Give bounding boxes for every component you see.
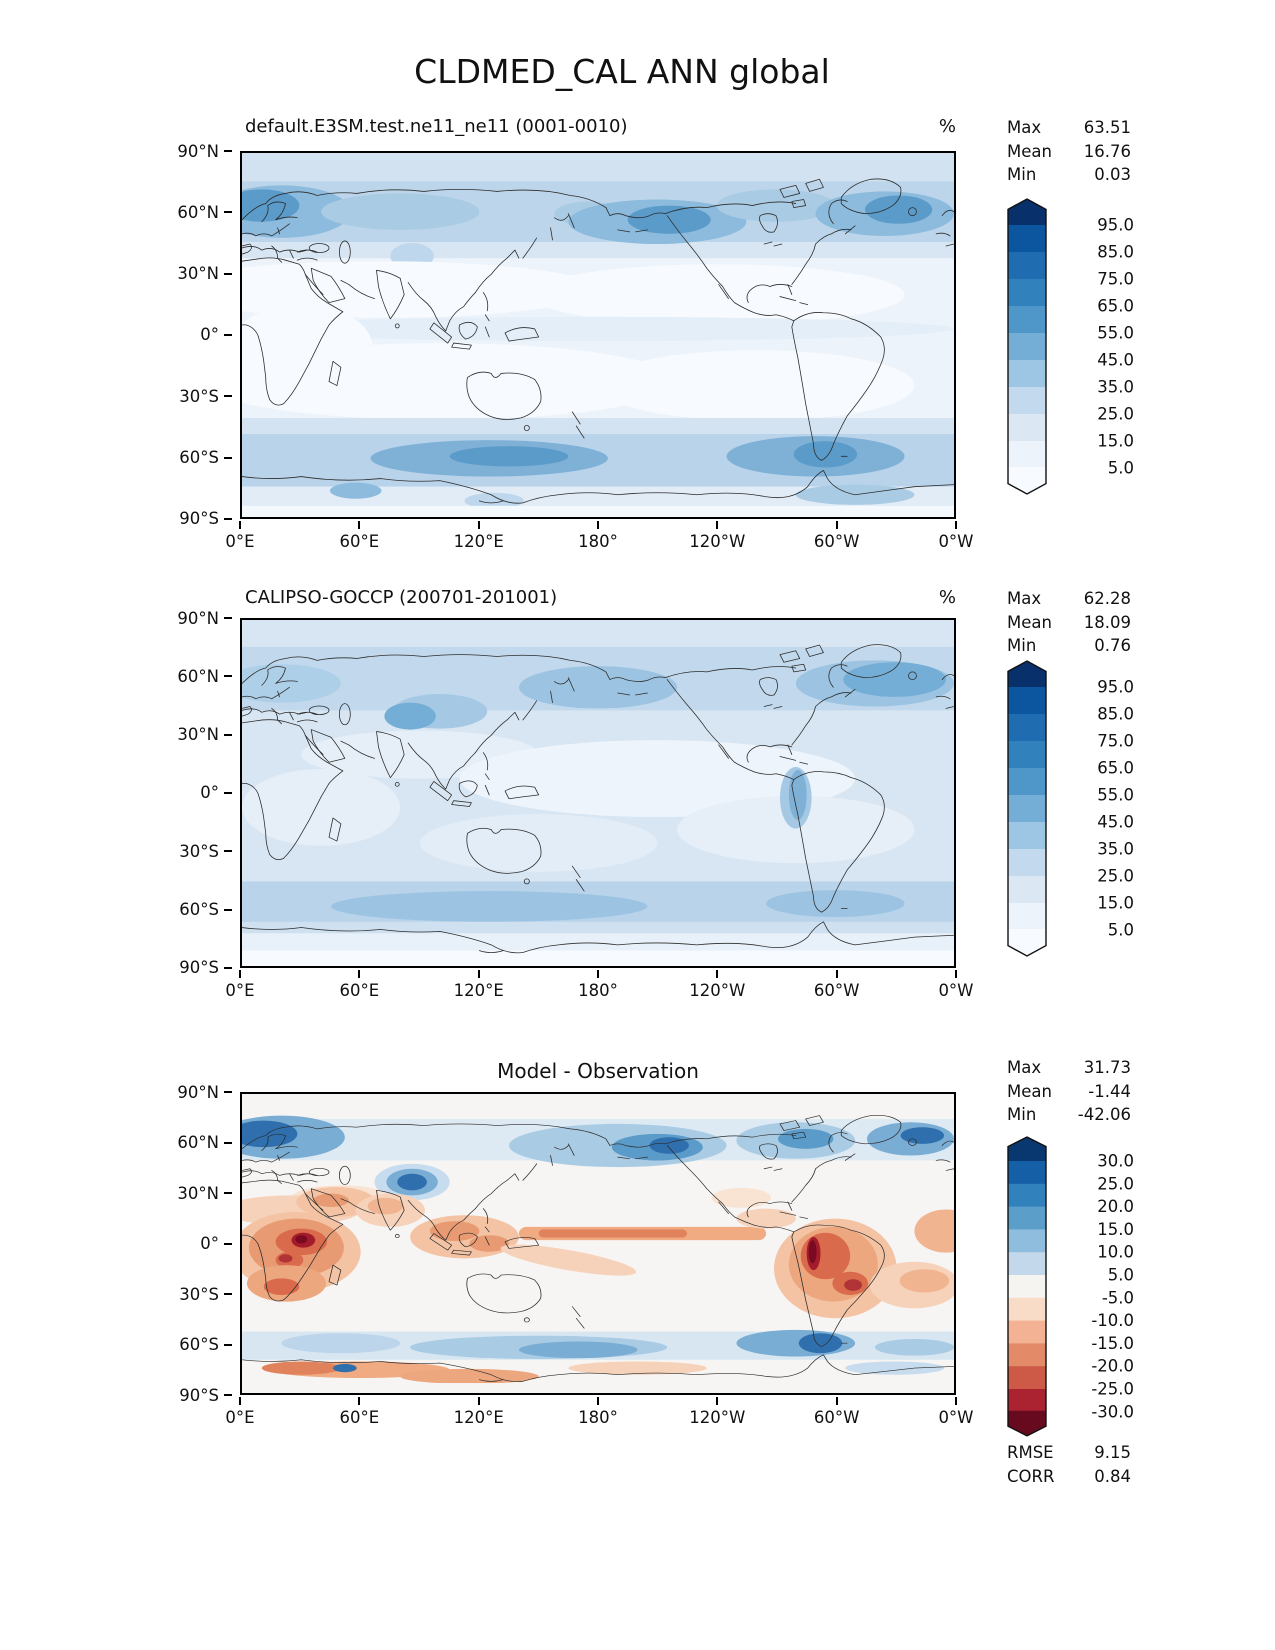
map-model-svg [242,153,954,517]
colorbar-tick-label: 20.0 [1097,1197,1134,1216]
panel1-stats: Max 63.51 Mean 16.76 Min 0.03 [1007,118,1131,186]
stat-label: Mean [1007,141,1052,161]
colorbar-tick-label: 30.0 [1097,1151,1134,1170]
colorbar-tick-label: 10.0 [1097,1243,1134,1262]
colorbar-tick-label: 5.0 [1108,921,1134,940]
panel3-y-axis: 90°N 60°N 30°N 0° 30°S 60°S 90°S [177,1082,219,1405]
colorbar-tick-label: 85.0 [1097,243,1134,262]
colorbar-tick-label: 35.0 [1097,840,1134,859]
colorbar-tick-label: 55.0 [1097,786,1134,805]
map-observation-svg [242,620,954,966]
colorbar-tick-label: 25.0 [1097,1174,1134,1193]
stat-value: 31.73 [1083,1058,1131,1077]
stat-value: 62.28 [1083,589,1131,608]
colorbar-tick-label: 25.0 [1097,867,1134,886]
stat-row: CORR 0.84 [1007,1467,1131,1488]
stat-label: RMSE [1007,1443,1054,1462]
colorbar-tick-label: 75.0 [1097,270,1134,289]
panel2-stats: Max 62.28 Mean 18.09 Min 0.76 [1007,589,1131,657]
colorbar-tick-label: 55.0 [1097,324,1134,343]
colorbar-tick-label: 5.0 [1108,459,1134,478]
colorbar-tick-label: 75.0 [1097,732,1134,751]
colorbar-tick-label: 95.0 [1097,216,1134,235]
stat-value: 9.15 [1094,1443,1131,1462]
panel1-colorbar: 95.0 85.0 75.0 65.0 55.0 45.0 35.0 25.0 15.0 5.0 [1007,197,1139,500]
stat-label: CORR [1007,1466,1055,1486]
panel3-colorbar: 30.0 25.0 20.0 15.0 10.0 5.0 -5.0 -10.0 -15.0 -20… [1007,1135,1139,1442]
panel2-units-label: % [938,587,956,608]
colorbar-tick-label: 15.0 [1097,432,1134,451]
panel2-title: CALIPSO-GOCCP (200701-201001) [245,587,558,608]
stat-row: Max 62.28 [1007,589,1131,610]
colorbar-tick-label: 45.0 [1097,813,1134,832]
colorbar-svg: 95.0 85.0 75.0 65.0 55.0 45.0 35.0 25.0 15.0 5.0 [1007,660,1134,957]
panel3-title: Model - Observation [497,1059,699,1083]
stat-value: 18.09 [1083,612,1131,632]
panel1-units-label: % [938,116,956,137]
stat-label: Max [1007,1058,1042,1077]
stat-row: Max 31.73 [1007,1058,1131,1079]
colorbar-tick-label: -10.0 [1091,1311,1134,1330]
stat-value: 0.84 [1094,1466,1131,1486]
colorbar-svg: 95.0 85.0 75.0 65.0 55.0 45.0 35.0 25.0 15.0 5.0 [1007,198,1134,495]
colorbar-tick-label: 5.0 [1108,1265,1134,1284]
stat-row: RMSE 9.15 [1007,1443,1131,1464]
stat-value: 0.03 [1094,165,1131,185]
map-model [240,151,956,519]
stat-label: Min [1007,1105,1037,1125]
colorbar-tick-label: 45.0 [1097,351,1134,370]
figure-title: CLDMED_CAL ANN global [414,52,830,91]
colorbar-tick-label: 15.0 [1097,894,1134,913]
colorbar-tick-label: -20.0 [1091,1357,1134,1376]
stat-label: Mean [1007,1081,1052,1101]
map-difference [240,1092,956,1395]
colorbar-tick-label: 65.0 [1097,759,1134,778]
stat-row: Min 0.03 [1007,165,1131,186]
stat-row: Min -42.06 [1007,1105,1131,1126]
stat-label: Max [1007,589,1042,608]
colorbar-tick-label: 85.0 [1097,705,1134,724]
stat-value: 63.51 [1083,118,1131,137]
panel1-y-axis: 90°N 60°N 30°N 0° 30°S 60°S 90°S [177,141,219,529]
stat-label: Min [1007,165,1037,185]
panel2-y-axis: 90°N 60°N 30°N 0° 30°S 60°S 90°S [177,608,219,978]
panel1-title: default.E3SM.test.ne11_ne11 (0001-0010) [245,116,628,137]
map-observation [240,618,956,968]
stat-row: Mean 18.09 [1007,613,1131,634]
stat-value: 0.76 [1094,636,1131,656]
stat-label: Max [1007,118,1042,137]
stat-label: Mean [1007,612,1052,632]
panel3-stats: Max 31.73 Mean -1.44 Min -42.06 [1007,1058,1131,1126]
colorbar-tick-label: -15.0 [1091,1334,1134,1353]
panel2-colorbar: 95.0 85.0 75.0 65.0 55.0 45.0 35.0 25.0 15.0 5.0 [1007,659,1139,962]
colorbar-tick-label: -30.0 [1091,1402,1134,1421]
stat-value: -42.06 [1077,1105,1131,1125]
panel2-x-axis: 0°E 60°E 120°E 180° 120°W 60°W 0°W [225,981,974,1000]
colorbar-svg: 30.0 25.0 20.0 15.0 10.0 5.0 -5.0 -10.0 -15.0 -20… [1007,1136,1134,1437]
colorbar-tick-label: -25.0 [1091,1379,1134,1398]
stat-row: Mean -1.44 [1007,1082,1131,1103]
panel1-x-axis: 0°E 60°E 120°E 180° 120°W 60°W 0°W [225,532,974,551]
stat-row: Min 0.76 [1007,636,1131,657]
colorbar-tick-label: 65.0 [1097,297,1134,316]
colorbar-tick-label: 35.0 [1097,378,1134,397]
stat-label: Min [1007,636,1037,656]
stat-row: Max 63.51 [1007,118,1131,139]
stat-value: -1.44 [1088,1081,1131,1101]
panel3-x-axis: 0°E 60°E 120°E 180° 120°W 60°W 0°W [225,1408,974,1427]
stat-value: 16.76 [1083,141,1131,161]
stat-row: Mean 16.76 [1007,142,1131,163]
colorbar-tick-label: 95.0 [1097,678,1134,697]
map-difference-svg [242,1094,954,1393]
panel3-extra-stats: RMSE 9.15 CORR 0.84 [1007,1443,1131,1487]
colorbar-tick-label: 25.0 [1097,405,1134,424]
colorbar-tick-label: 15.0 [1097,1220,1134,1239]
colorbar-tick-label: -5.0 [1102,1288,1134,1307]
